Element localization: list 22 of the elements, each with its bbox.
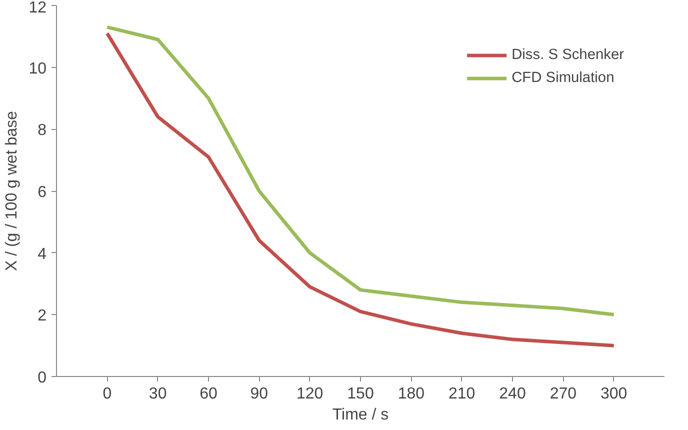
y-axis-title: X / (g / 100 g wet base (4, 110, 21, 272)
legend-label: CFD Simulation (512, 70, 614, 86)
y-tick-label: 2 (38, 308, 47, 325)
x-tick-label: 180 (398, 386, 425, 402)
x-tick-label: 270 (550, 386, 577, 402)
x-tick-label: 150 (347, 386, 374, 402)
y-tick-label: 6 (38, 184, 47, 201)
x-tick-label: 240 (499, 386, 526, 402)
x-tick-label: 300 (600, 386, 628, 402)
x-tick-label: 210 (448, 386, 476, 402)
y-tick-label: 4 (38, 246, 47, 263)
y-tick-label: 8 (38, 122, 47, 140)
y-tick-label: 12 (28, 0, 47, 16)
legend-label: Diss. S Schenker (512, 47, 624, 63)
x-tick-label: 0 (102, 386, 112, 402)
y-tick-label: 0 (38, 370, 47, 386)
x-tick-label: 30 (148, 386, 167, 402)
x-tick-label: 120 (296, 386, 324, 402)
y-tick-label: 10 (28, 60, 47, 78)
x-axis-title: Time / s (332, 406, 389, 424)
x-tick-label: 90 (250, 386, 268, 402)
x-tick-label: 60 (200, 386, 218, 402)
